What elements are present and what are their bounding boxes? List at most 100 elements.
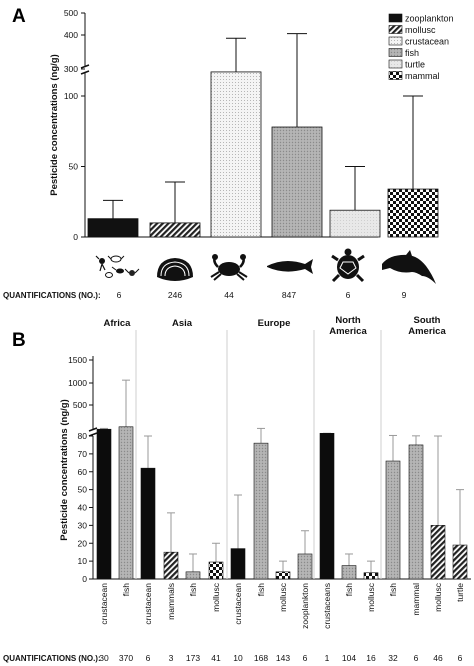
panel-b-category-label: fish — [344, 583, 354, 597]
panel-b-y-tick-label: 80 — [78, 431, 88, 441]
panel-b-quantification-value: 6 — [458, 653, 463, 663]
panel-b-category-label: fish — [388, 583, 398, 597]
panel-a-label: A — [12, 6, 26, 27]
panel-b-bar-fish — [185, 571, 201, 580]
panel-b-y-tick-label: 20 — [78, 538, 88, 548]
panel-b-y-tick-label: 1500 — [68, 355, 87, 365]
legend-swatch-zooplankton — [388, 13, 403, 23]
panel-a-bar-mammal — [387, 188, 439, 238]
panel-b-y-tick-label: 30 — [78, 520, 88, 530]
legend-label-zooplankton: zooplankton — [405, 14, 454, 24]
panel-b-quantification-value: 10 — [233, 653, 243, 663]
panel-a-y-tick-label: 50 — [69, 162, 79, 172]
legend-swatch-turtle — [388, 59, 403, 69]
region-label: North — [335, 315, 361, 326]
panel-b-y-tick-label: 10 — [78, 556, 88, 566]
panel-b-y-axis-label: Pesticide concentrations (ng/g) — [59, 399, 70, 540]
region-label: Europe — [258, 318, 291, 329]
panel-a-y-axis-label: Pesticide concentrations (ng/g) — [49, 54, 60, 195]
panel-a-quantification-value: 246 — [168, 290, 182, 300]
legend-swatch-mollusc — [388, 25, 403, 34]
legend-swatch-mammal — [388, 71, 403, 80]
panel-b-category-label: fish — [188, 583, 198, 597]
panel-b-bar-mollusc — [275, 571, 291, 580]
panel-b-bar-crustacean — [140, 467, 156, 580]
panel-b-category-label: crustaceans — [322, 583, 332, 629]
panel-b-bar-crustacean — [96, 428, 112, 580]
panel-b-category-label: mammal — [411, 583, 421, 616]
panel-b-category-labels: crustacean fish crustacean mammals fish mollu… — [99, 582, 465, 629]
panel-b-bar-fish — [385, 460, 401, 580]
panel-b-quantification-value: 173 — [186, 653, 200, 663]
panel-b-quantification-value: 32 — [388, 653, 398, 663]
panel-b-category-label: crustacean — [233, 583, 243, 625]
plankton-icon — [95, 255, 140, 278]
panel-b-bar-mollusc — [208, 561, 224, 580]
panel-b-quantification-value: 168 — [254, 653, 268, 663]
panel-b-quantification-value: 143 — [276, 653, 290, 663]
panel-b-y-tick-label: 1000 — [68, 378, 87, 388]
panel-b-bar-crustaceans — [319, 432, 335, 580]
region-label: South — [414, 315, 441, 326]
clam-icon — [157, 258, 193, 281]
panel-b-bar-fish — [341, 565, 357, 580]
panel-b-bars — [96, 379, 468, 580]
panel-b-category-label: crustacean — [99, 583, 109, 625]
panel-a-quantifications: 6 246 44 847 6 9 — [117, 290, 407, 300]
panel-b-quantification-value: 370 — [119, 653, 133, 663]
panel-a-bar-zooplankton — [87, 218, 139, 238]
panel-a-quantification-value: 847 — [282, 290, 296, 300]
panel-a-bar-fish — [271, 126, 323, 238]
legend-label-fish: fish — [405, 48, 419, 58]
panel-a-y-tick-label: 400 — [64, 30, 78, 40]
panel-b-bar-fish — [253, 442, 269, 580]
panel-a-bar-turtle — [329, 209, 381, 238]
panel-b-y-tick-label: 0 — [82, 574, 87, 584]
panel-b-quantification-value: 1 — [325, 653, 330, 663]
fish-icon — [267, 259, 313, 274]
panel-b-category-label: mollusc — [366, 582, 376, 612]
panel-a-y-tick-label: 0 — [73, 232, 78, 242]
panel-b-quantification-value: 6 — [414, 653, 419, 663]
panel-b-category-label: turtle — [455, 583, 465, 602]
turtle-icon — [331, 248, 365, 283]
panel-b-y-tick-label: 500 — [73, 400, 87, 410]
panel-a-bars — [87, 33, 439, 238]
panel-a-quantification-value: 9 — [402, 290, 407, 300]
panel-b-bar-fish — [118, 426, 134, 580]
panel-b-category-label: fish — [256, 583, 266, 597]
panel-b-quantifications-label: QUANTIFICATIONS (NO.): — [3, 654, 101, 663]
panel-b-quantification-value: 41 — [211, 653, 221, 663]
panel-a-y-tick-label: 100 — [64, 91, 78, 101]
region-label: Africa — [104, 318, 132, 329]
panel-a-quantification-value: 6 — [346, 290, 351, 300]
region-label: America — [408, 326, 446, 337]
panel-a-y-tick-label: 500 — [64, 8, 78, 18]
panel-b-quantification-value: 16 — [366, 653, 376, 663]
legend-label-turtle: turtle — [405, 60, 425, 70]
panel-b-quantifications: 30 370 6 3 173 41 10 168 143 6 1 104 16 32 6 46 6 — [99, 653, 462, 663]
panel-a-y-tick-label: 300 — [64, 64, 78, 74]
panel-a-quantification-value: 44 — [224, 290, 234, 300]
panel-b-bar-mollusc — [430, 525, 446, 580]
panel-b-label: B — [12, 330, 26, 351]
panel-b-y-tick-label: 40 — [78, 503, 88, 513]
panel-b-category-label: crustacean — [143, 583, 153, 625]
panel-a-quantifications-label: QUANTIFICATIONS (NO.): — [3, 291, 101, 300]
panel-a-bar-mollusc — [149, 222, 201, 238]
legend-swatch-fish — [388, 48, 403, 57]
legend-swatch-crustacean — [388, 36, 403, 46]
panel-b-quantification-value: 6 — [303, 653, 308, 663]
panel-b-quantification-value: 3 — [169, 653, 174, 663]
legend-label-crustacean: crustacean — [405, 37, 449, 47]
legend-label-mammal: mammal — [405, 71, 440, 81]
panel-b-y-tick-label: 70 — [78, 449, 88, 459]
panel-b-bar-mollusc — [363, 572, 379, 580]
panel-b-category-label: mollusc — [278, 582, 288, 612]
panel-b-bar-turtle — [452, 544, 468, 580]
panel-b-bar-crustacean — [230, 548, 246, 580]
dolphin-icon — [382, 250, 436, 284]
panel-b-category-label: fish — [121, 583, 131, 597]
